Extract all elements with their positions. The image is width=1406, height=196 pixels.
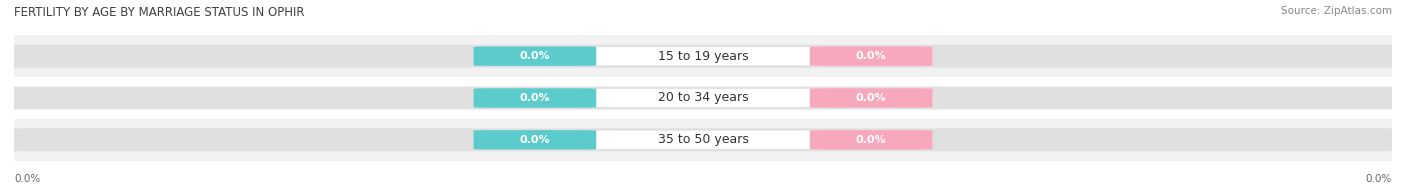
FancyBboxPatch shape xyxy=(7,86,1399,110)
Text: 0.0%: 0.0% xyxy=(520,135,550,145)
FancyBboxPatch shape xyxy=(7,45,1399,68)
Text: 15 to 19 years: 15 to 19 years xyxy=(658,50,748,63)
Text: 0.0%: 0.0% xyxy=(520,51,550,61)
Text: FERTILITY BY AGE BY MARRIAGE STATUS IN OPHIR: FERTILITY BY AGE BY MARRIAGE STATUS IN O… xyxy=(14,6,305,19)
Text: 0.0%: 0.0% xyxy=(856,93,886,103)
FancyBboxPatch shape xyxy=(474,130,596,150)
Text: 0.0%: 0.0% xyxy=(520,93,550,103)
Text: 20 to 34 years: 20 to 34 years xyxy=(658,92,748,104)
FancyBboxPatch shape xyxy=(810,88,932,108)
Text: 0.0%: 0.0% xyxy=(856,135,886,145)
Bar xyxy=(14,35,1392,77)
Bar xyxy=(14,77,1392,119)
FancyBboxPatch shape xyxy=(7,128,1399,151)
Bar xyxy=(14,119,1392,161)
FancyBboxPatch shape xyxy=(565,46,841,66)
FancyBboxPatch shape xyxy=(565,130,841,150)
Text: Source: ZipAtlas.com: Source: ZipAtlas.com xyxy=(1281,6,1392,16)
FancyBboxPatch shape xyxy=(474,46,596,66)
FancyBboxPatch shape xyxy=(474,88,596,108)
FancyBboxPatch shape xyxy=(565,88,841,108)
Text: 0.0%: 0.0% xyxy=(1365,174,1392,184)
FancyBboxPatch shape xyxy=(810,130,932,150)
Text: 0.0%: 0.0% xyxy=(856,51,886,61)
FancyBboxPatch shape xyxy=(810,46,932,66)
Text: 0.0%: 0.0% xyxy=(14,174,41,184)
Text: 35 to 50 years: 35 to 50 years xyxy=(658,133,748,146)
